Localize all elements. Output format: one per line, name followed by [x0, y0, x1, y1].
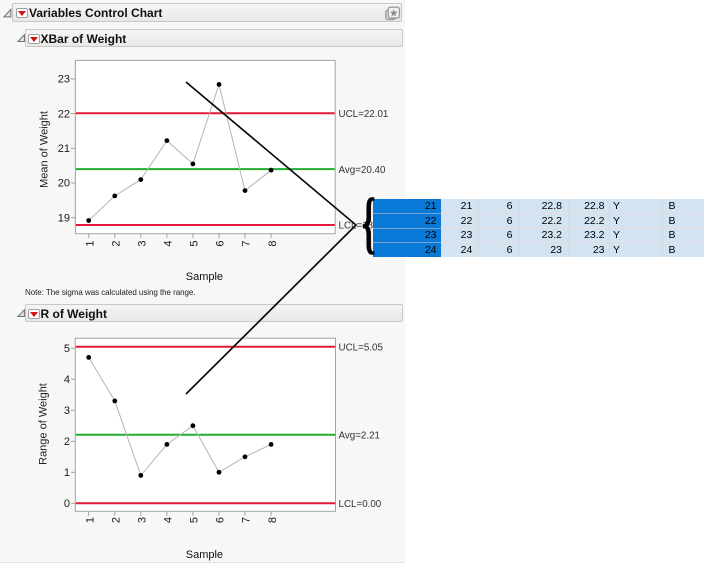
svg-text:6: 6: [215, 517, 227, 523]
svg-text:1: 1: [84, 240, 96, 246]
svg-text:8: 8: [267, 517, 279, 523]
svg-text:{: {: [362, 184, 376, 261]
svg-text:LCL=18.79: LCL=18.79: [339, 221, 387, 232]
svg-text:19: 19: [58, 212, 70, 224]
svg-text:3: 3: [137, 240, 149, 246]
svg-text:21: 21: [58, 143, 70, 155]
svg-text:2: 2: [111, 240, 123, 246]
svg-text:2: 2: [64, 436, 70, 448]
svg-text:0: 0: [64, 498, 70, 510]
svg-text:Avg=20.40: Avg=20.40: [339, 165, 386, 176]
svg-text:1: 1: [84, 517, 96, 523]
svg-text:4: 4: [163, 517, 175, 523]
svg-text:4: 4: [163, 240, 175, 246]
svg-text:1: 1: [64, 467, 70, 479]
svg-text:UCL=22.01: UCL=22.01: [339, 109, 389, 120]
svg-text:3: 3: [137, 517, 149, 523]
svg-text:8: 8: [267, 240, 279, 246]
svg-text:Sample: Sample: [186, 549, 223, 561]
svg-text:UCL=5.05: UCL=5.05: [339, 342, 384, 353]
svg-text:7: 7: [241, 517, 253, 523]
svg-text:Mean of Weight: Mean of Weight: [39, 111, 51, 188]
svg-text:Range of Weight: Range of Weight: [38, 383, 50, 465]
svg-text:Sample: Sample: [186, 271, 223, 283]
svg-text:2: 2: [111, 517, 123, 523]
svg-text:5: 5: [189, 240, 201, 246]
svg-text:6: 6: [215, 240, 227, 246]
svg-text:LCL=0.00: LCL=0.00: [339, 499, 382, 510]
svg-text:3: 3: [64, 405, 70, 417]
svg-text:23: 23: [58, 74, 70, 86]
svg-text:7: 7: [241, 240, 253, 246]
svg-text:5: 5: [189, 517, 201, 523]
svg-text:5: 5: [64, 343, 70, 355]
svg-text:20: 20: [58, 178, 70, 190]
svg-text:4: 4: [64, 374, 70, 386]
svg-text:22: 22: [58, 108, 70, 120]
svg-text:Avg=2.21: Avg=2.21: [339, 430, 381, 441]
